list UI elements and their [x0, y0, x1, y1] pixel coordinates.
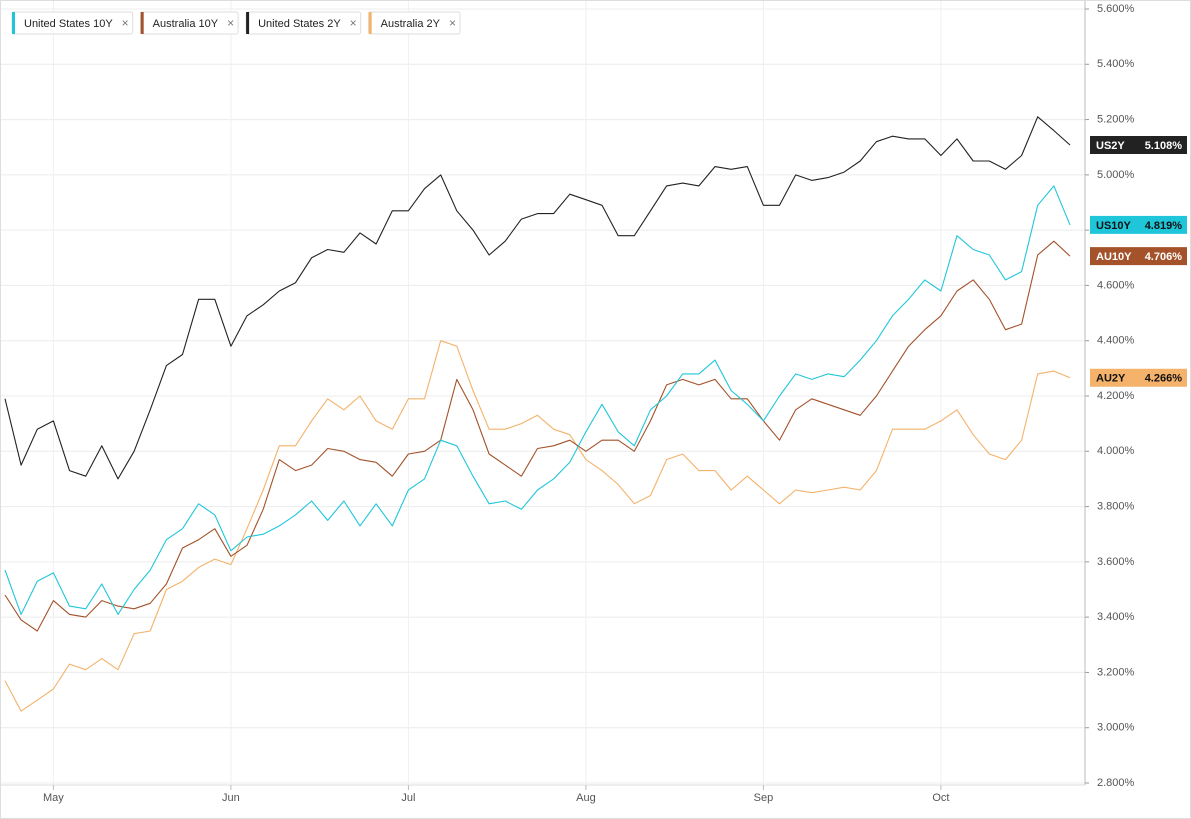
series-line	[4, 240, 1071, 632]
y-tick-label: 5.600%	[1097, 3, 1135, 15]
last-value-tag: AU2Y 4.266%	[1090, 368, 1187, 387]
y-tick-label: 4.000%	[1097, 445, 1135, 457]
y-tick-label: 3.200%	[1097, 666, 1135, 678]
tag-value: 4.819%	[1145, 220, 1183, 232]
tag-name: US2Y	[1096, 140, 1125, 152]
y-tick-label: 2.800%	[1097, 777, 1135, 789]
last-value-tag: US2Y 5.108%	[1090, 136, 1187, 155]
series-line	[4, 185, 1071, 615]
series-line	[4, 116, 1071, 480]
tag-bg	[1090, 215, 1187, 234]
x-tick-label: Jun	[222, 792, 240, 804]
x-tick-label: Oct	[932, 792, 949, 804]
legend-swatch	[12, 12, 15, 34]
tag-name: AU10Y	[1096, 251, 1132, 263]
y-tick-label: 4.400%	[1097, 335, 1135, 347]
legend-item[interactable]: Australia 2Y ×	[368, 11, 461, 35]
legend-close[interactable]: ×	[122, 16, 129, 30]
legend-label: Australia 10Y	[153, 18, 219, 30]
x-tick-label: May	[43, 792, 64, 804]
y-tick-label: 5.000%	[1097, 169, 1135, 181]
y-tick-label: 3.400%	[1097, 611, 1135, 623]
y-tick-label: 3.000%	[1097, 722, 1135, 734]
tag-bg	[1090, 368, 1187, 387]
y-tick-label: 5.200%	[1097, 113, 1135, 125]
x-tick-label: Sep	[754, 792, 774, 804]
tag-value: 4.266%	[1145, 373, 1183, 385]
tag-bg	[1090, 247, 1187, 266]
legend-swatch	[140, 12, 144, 34]
legend-close[interactable]: ×	[350, 16, 357, 30]
y-tick-label: 3.800%	[1097, 500, 1135, 512]
legend-close[interactable]: ×	[227, 16, 234, 30]
legend-close[interactable]: ×	[449, 16, 456, 30]
y-tick-label: 3.600%	[1097, 556, 1135, 568]
legend-item[interactable]: United States 2Y ×	[245, 11, 362, 35]
legend-label: United States 2Y	[258, 18, 341, 30]
y-tick-label: 5.400%	[1097, 58, 1135, 70]
x-tick-label: Aug	[576, 792, 596, 804]
tag-name: US10Y	[1096, 220, 1132, 232]
x-tick-label: Jul	[401, 792, 415, 804]
legend-label: Australia 2Y	[381, 18, 441, 30]
legend-item[interactable]: Australia 10Y ×	[140, 11, 239, 35]
series-line	[4, 340, 1071, 712]
y-tick-label: 4.200%	[1097, 390, 1135, 402]
last-value-tag: US10Y 4.819%	[1090, 215, 1187, 234]
tag-value: 4.706%	[1145, 251, 1183, 263]
legend-swatch	[368, 12, 372, 34]
tag-bg	[1090, 136, 1187, 155]
legend-item[interactable]: United States 10Y ×	[11, 11, 134, 35]
y-tick-label: 4.600%	[1097, 279, 1135, 291]
tag-name: AU2Y	[1096, 373, 1126, 385]
legend-swatch	[246, 12, 250, 34]
legend-label: United States 10Y	[24, 18, 113, 30]
last-value-tag: AU10Y 4.706%	[1090, 247, 1187, 266]
tag-value: 5.108%	[1145, 140, 1183, 152]
